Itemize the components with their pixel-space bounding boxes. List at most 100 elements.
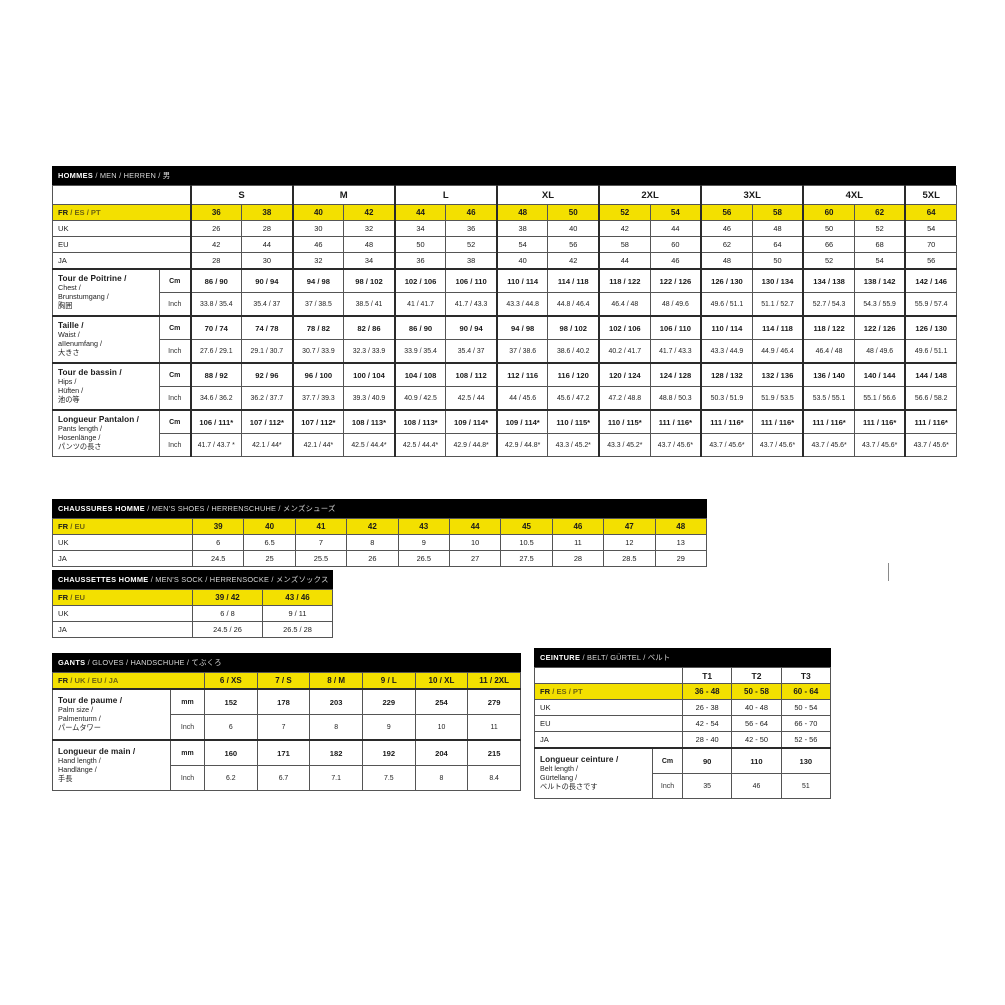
conversion-value: 46	[291, 236, 345, 253]
measure-value-cm: 144 / 148	[904, 362, 957, 387]
gloves-value-inch: 8.4	[467, 765, 521, 791]
conversion-value: 52	[853, 220, 906, 237]
belt-row-ja: JA 28 - 40 42 - 50 52 - 56	[534, 731, 831, 749]
measure-value-inch: 51.9 / 53.5	[751, 386, 804, 411]
measure-title: Longueur de main /	[58, 747, 136, 757]
unit-inch: Inch	[159, 339, 191, 364]
unit-cm: Cm	[159, 362, 191, 387]
unit-inch: Inch	[170, 765, 205, 791]
measure-value-cm: 118 / 122	[802, 315, 855, 340]
socks-label-uk: UK	[52, 605, 193, 622]
gloves-size-value: 7 / S	[256, 672, 311, 690]
unit-inch: Inch	[159, 292, 191, 317]
measure-value-cm: 111 / 116*	[649, 409, 702, 434]
shoes-value: 8	[346, 534, 399, 551]
gloves-value-mm: 215	[467, 739, 521, 766]
shoes-value: 25	[243, 550, 296, 567]
belt-header-blank	[534, 667, 683, 684]
measure-value-inch: 42.9 / 44.8*	[495, 433, 549, 457]
measure-value-cm: 136 / 140	[802, 362, 855, 387]
socks-row-ja: JA 24.5 / 26 26.5 / 28	[52, 621, 333, 638]
gloves-value-mm: 192	[361, 739, 416, 766]
fr-size-value: 42	[343, 204, 396, 221]
socks-value: 9 / 11	[262, 605, 333, 622]
measure-value-cm: 142 / 146	[904, 268, 957, 293]
measure-value-cm: 109 / 114*	[495, 409, 549, 434]
unit-inch: Inch	[159, 386, 191, 411]
measure-value-cm: 90 / 94	[445, 315, 498, 340]
measure-translation: Palm size /	[58, 705, 94, 715]
gloves-section-header: GANTS / GLOVES / HANDSCHUHE / てぶくろ	[52, 653, 521, 672]
measure-value-cm: 107 / 112*	[291, 409, 345, 434]
measure-translation: ベルトの長さです	[540, 781, 598, 791]
gloves-measure-row-inch: Inch 6.2 6.7 7.1 7.5 8 8.4	[53, 765, 521, 791]
size-group-S: S	[189, 185, 294, 205]
measure-value-inch: 42.5 / 44	[445, 386, 498, 411]
measure-value-inch: 39.3 / 40.9	[343, 386, 396, 411]
measure-value-inch: 38.5 / 41	[343, 292, 396, 317]
gloves-section: GANTS / GLOVES / HANDSCHUHE / てぶくろ FR / …	[52, 653, 521, 791]
belt-value-inch: 46	[731, 773, 782, 799]
measure-value-cm: 102 / 106	[598, 315, 651, 340]
shoes-fr-value: 41	[294, 518, 348, 535]
measure-value-cm: 108 / 113*	[393, 409, 447, 434]
fr-es-pt-label: FR / ES / PT	[52, 204, 191, 221]
socks-fr-eu-label-primary: FR	[58, 593, 69, 602]
measure-value-inch: 38.6 / 40.2	[547, 339, 600, 364]
measure-value-cm: 110 / 115*	[547, 409, 600, 434]
gloves-value-mm: 254	[414, 688, 469, 715]
shoes-value: 13	[654, 534, 707, 551]
belt-section: CEINTURE / BELT/ GÜRTEL / ベルト T1 T2 T3 FR /…	[534, 648, 831, 799]
measure-translation: Hosenlänge /	[58, 433, 101, 443]
shoes-fr-value: 45	[500, 518, 553, 535]
fr-es-pt-label-primary: FR	[58, 208, 69, 217]
measure-translation: Palmenturm /	[58, 714, 101, 724]
measure-value-cm: 106 / 110	[445, 268, 498, 293]
measure-value-cm: 132 / 136	[751, 362, 804, 387]
measure-value-inch: 43.7 / 45.6*	[904, 433, 957, 457]
gloves-value-inch: 6.7	[256, 765, 311, 791]
measure-value-inch: 43.7 / 45.6*	[700, 433, 753, 457]
shoes-fr-eu-label: FR / EU	[52, 518, 193, 535]
belt-size-header-row: T1 T2 T3	[534, 667, 831, 684]
measure-value-inch: 48 / 49.6	[853, 339, 906, 364]
measure-value-inch: 40.9 / 42.5	[393, 386, 447, 411]
shoes-fr-row: FR / EU 39 40 41 42 43 44 45 46 47 48	[52, 518, 707, 535]
unit-cm: Cm	[159, 268, 191, 293]
conversion-value: 48	[700, 252, 753, 270]
fr-size-value: 48	[495, 204, 549, 221]
measure-value-cm: 120 / 124	[598, 362, 651, 387]
measure-label-block: Longueur Pantalon / Pants length / Hosenlä…	[52, 409, 160, 457]
gloves-value-mm: 182	[309, 739, 363, 766]
size-group-4XL: 4XL	[802, 185, 906, 205]
shoes-value: 26	[346, 550, 399, 567]
conversion-value: 40	[547, 220, 600, 237]
belt-fr-value: 50 - 58	[731, 683, 782, 700]
measure-value-inch: 55.9 / 57.4	[904, 292, 957, 317]
measure-value-cm: 122 / 126	[649, 268, 702, 293]
shoes-value: 24.5	[191, 550, 245, 567]
measure-value-cm: 111 / 116*	[802, 409, 855, 434]
belt-value-cm: 90	[681, 747, 733, 774]
fr-size-value: 40	[291, 204, 345, 221]
fr-size-row: FR / ES / PT 36 38 40 42 44 46 48 50 52 54 56 58 60 62…	[52, 204, 957, 221]
measure-value-cm: 96 / 100	[291, 362, 345, 387]
conversion-value: 52	[445, 236, 498, 253]
measure-value-cm: 116 / 120	[547, 362, 600, 387]
measure-value-cm: 118 / 122	[598, 268, 651, 293]
shoes-fr-value: 40	[243, 518, 296, 535]
fr-size-value: 38	[241, 204, 294, 221]
measure-value-cm: 82 / 86	[343, 315, 396, 340]
conversion-value: 50	[802, 220, 855, 237]
gloves-size-value: 10 / XL	[414, 672, 469, 690]
measure-value-inch: 41.7 / 43.7 *	[189, 433, 243, 457]
shoes-section-header: CHAUSSURES HOMME / MEN'S SHOES / HERRENS…	[52, 499, 707, 518]
shoes-value: 7	[294, 534, 348, 551]
shoes-value: 28.5	[603, 550, 656, 567]
measure-value-inch: 37 / 38.5	[291, 292, 345, 317]
measure-value-inch: 55.1 / 56.6	[853, 386, 906, 411]
measure-value-inch: 46.4 / 48	[802, 339, 855, 364]
conversion-value: 54	[904, 220, 957, 237]
measure-value-cm: 126 / 130	[904, 315, 957, 340]
